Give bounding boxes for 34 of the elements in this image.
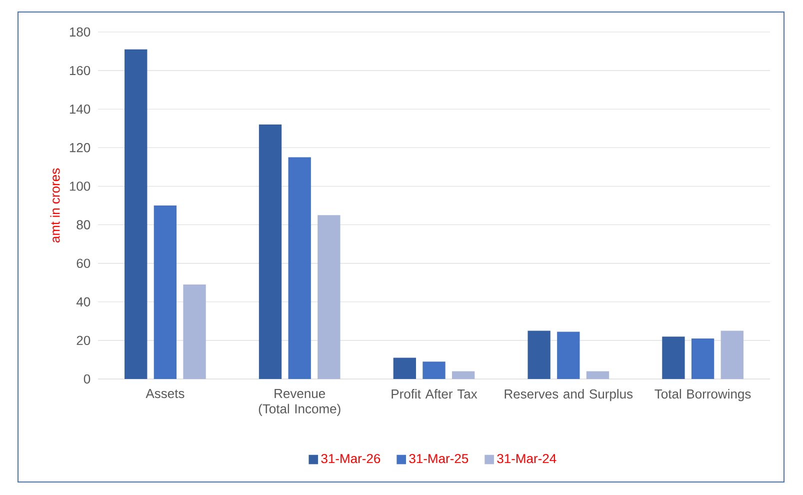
- bar: [422, 362, 446, 379]
- bar: [662, 336, 685, 379]
- y-tick-label: 20: [76, 336, 90, 346]
- bar: [528, 330, 550, 379]
- y-tick-label: 0: [84, 374, 90, 384]
- y-tick-label: 180: [70, 27, 90, 37]
- bar: [183, 284, 206, 379]
- y-axis-title: amt in crores: [50, 168, 60, 243]
- bar: [691, 338, 714, 379]
- x-tick-label: Reserves and Surplus: [504, 389, 633, 402]
- y-tick-label: 80: [76, 220, 90, 230]
- bar: [288, 157, 311, 379]
- y-tick-label: 160: [70, 66, 90, 76]
- bar: [393, 358, 416, 379]
- bar: [258, 124, 282, 379]
- y-tick-label: 140: [70, 104, 90, 114]
- x-tick-label: Profit After Tax: [392, 389, 478, 399]
- legend-label: 31-Mar-24: [497, 454, 556, 464]
- y-tick-label: 60: [76, 258, 90, 268]
- legend-label: 31-Mar-25: [409, 454, 468, 464]
- bar: [124, 49, 148, 379]
- y-tick-label: 120: [70, 143, 90, 152]
- x-tick-label: Revenue (Total Income): [258, 389, 340, 416]
- x-tick-label: Total Borrowings: [654, 389, 751, 402]
- bar: [586, 371, 610, 379]
- y-tick-label: 40: [76, 297, 90, 306]
- bar: [154, 205, 177, 379]
- bar: [318, 215, 340, 379]
- bar: [720, 330, 744, 379]
- legend-label: 31-Mar-26: [321, 454, 380, 464]
- x-tick-label: Assets: [146, 389, 184, 398]
- bar: [452, 371, 475, 379]
- bar: [557, 332, 580, 379]
- y-tick-label: 100: [70, 182, 90, 191]
